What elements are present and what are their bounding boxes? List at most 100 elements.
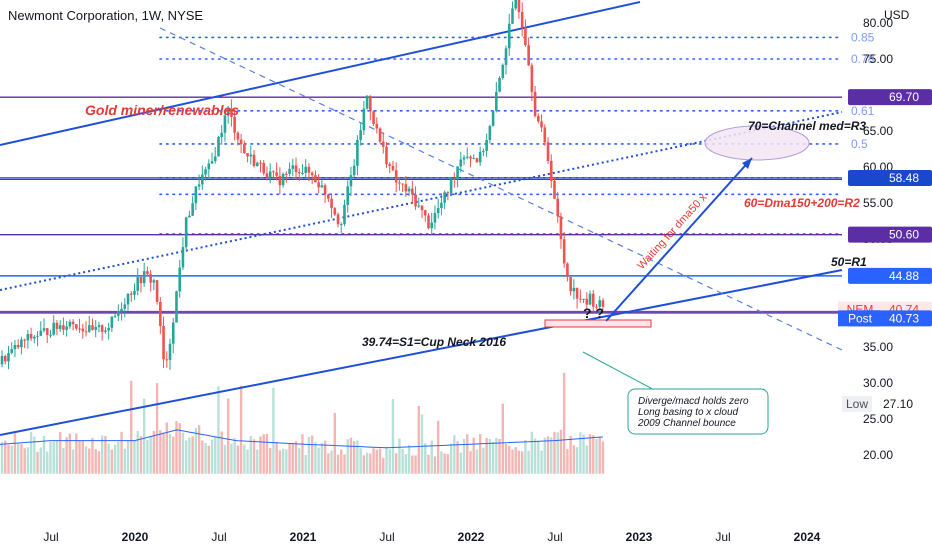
candle-body	[81, 328, 85, 332]
volume-bar	[81, 440, 84, 474]
volume-bar	[543, 437, 546, 474]
candle-body	[142, 271, 146, 284]
candle-body	[223, 115, 227, 133]
candle-body	[94, 327, 98, 330]
candle-body	[433, 213, 437, 223]
x-tick-label: 2024	[794, 530, 821, 544]
level-price-tag	[848, 226, 932, 243]
candle-body	[352, 165, 356, 176]
candle-body	[507, 23, 511, 49]
fib-level-label: 0.78	[851, 52, 875, 66]
volume-bar	[233, 437, 236, 474]
volume-bar	[320, 442, 324, 474]
volume-bar	[440, 451, 443, 474]
volume-bar	[469, 451, 472, 474]
volume-bar	[10, 445, 13, 474]
candle-body	[381, 141, 385, 147]
candle-body	[171, 322, 175, 344]
volume-bar	[281, 448, 285, 474]
volume-bar	[278, 450, 282, 474]
x-tick-label: Jul	[211, 530, 226, 544]
candle-body	[401, 183, 404, 185]
candle-body	[582, 298, 585, 300]
volume-bar	[120, 431, 123, 474]
candle-body	[430, 222, 434, 229]
candle-body	[100, 325, 104, 332]
candle-body	[553, 180, 556, 199]
x-tick-label: Jul	[715, 530, 730, 544]
volume-bar	[336, 454, 340, 474]
volume-bar	[365, 452, 369, 474]
volume-bar	[16, 443, 20, 474]
candle-body	[339, 224, 343, 226]
y-tick-label: 75.00	[863, 52, 893, 66]
volume-bar	[446, 453, 450, 474]
x-tick-label: 2021	[290, 530, 317, 544]
candle-body	[543, 127, 547, 143]
candle-body	[139, 277, 143, 284]
volume-bar	[385, 446, 388, 474]
volume-bar	[398, 438, 401, 474]
candle-body	[369, 95, 372, 112]
volume-bar	[314, 442, 317, 474]
candle-body	[178, 267, 182, 292]
lower-channel-line	[0, 269, 843, 436]
volume-bar	[401, 448, 404, 474]
currency-label[interactable]: USD	[884, 8, 910, 22]
volume-bar	[42, 435, 46, 474]
candle-body	[307, 166, 311, 173]
volume-bar	[298, 448, 301, 474]
volume-bar	[343, 454, 346, 474]
candle-body	[559, 216, 563, 240]
post-price-label-bg	[838, 310, 880, 327]
candle-body	[23, 339, 26, 341]
volume-bar	[62, 448, 65, 474]
volume-bar	[0, 441, 4, 474]
volume-bar	[178, 423, 181, 474]
volume-bar	[310, 435, 314, 474]
callout-box	[627, 388, 769, 435]
candle-body	[575, 287, 579, 299]
volume-bar	[20, 443, 23, 474]
candle-body	[75, 324, 78, 329]
volume-bar	[84, 446, 88, 474]
candle-body	[482, 150, 485, 152]
candle-body	[362, 108, 366, 131]
volume-bar	[407, 444, 411, 474]
volume-bar	[29, 431, 33, 474]
volume-bar	[107, 443, 110, 474]
volume-bar	[375, 449, 378, 474]
volume-bar	[472, 437, 475, 474]
candle-body	[275, 172, 278, 176]
candle-body	[133, 290, 136, 295]
fib-level-label: 0.5	[851, 137, 868, 151]
volume-bar	[4, 440, 7, 474]
volume-bar	[275, 441, 278, 474]
dashed-downtrend-line	[159, 27, 843, 351]
candle-body	[485, 139, 488, 151]
candle-body	[36, 335, 39, 337]
candle-body	[546, 142, 550, 161]
volume-bar	[104, 435, 107, 474]
volume-bar	[55, 441, 59, 474]
candle-body	[268, 171, 272, 178]
level-price-tag	[848, 169, 932, 186]
volume-bar	[194, 428, 198, 474]
volume-bar	[391, 398, 395, 474]
volume-bar	[546, 436, 550, 474]
candle-body	[104, 330, 107, 332]
candle-body	[110, 316, 114, 328]
volume-bar	[520, 451, 524, 474]
candle-body	[556, 198, 560, 217]
candle-body	[579, 298, 582, 300]
candle-body	[398, 182, 401, 184]
candle-body	[411, 188, 414, 195]
level-price-value: 58.48	[889, 171, 919, 185]
volume-bar	[488, 438, 492, 474]
volume-bar	[527, 450, 530, 474]
volume-bar	[592, 435, 595, 474]
x-tick-label: 2023	[626, 530, 653, 544]
volume-bar	[259, 436, 262, 474]
